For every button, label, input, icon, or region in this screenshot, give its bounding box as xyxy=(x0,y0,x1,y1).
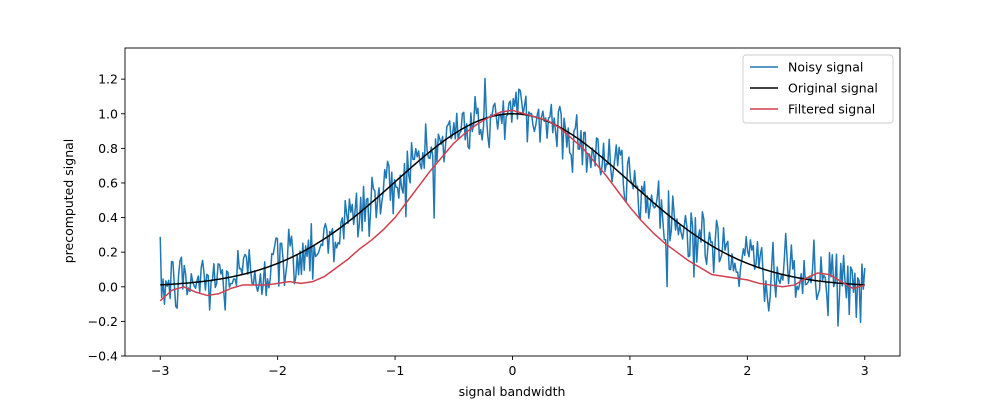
legend-label: Filtered signal xyxy=(788,102,875,117)
y-tick-label: 0.0 xyxy=(98,279,118,294)
filtered-signal-line xyxy=(159,109,865,302)
y-axis-label: precomputed signal xyxy=(61,139,76,264)
legend-box xyxy=(742,54,894,124)
y-axis-ticks: −0.4 −0.2 0.0 0.2 0.4 0.6 0.8 1.0 1.2 xyxy=(88,72,125,364)
y-tick-label: −0.4 xyxy=(88,349,118,364)
x-tick-label: 0 xyxy=(509,363,517,378)
x-tick-label: −3 xyxy=(151,363,169,378)
y-tick-label: 1.2 xyxy=(98,72,118,87)
legend-label: Noisy signal xyxy=(788,60,863,75)
legend-label: Original signal xyxy=(788,81,878,96)
y-tick-label: 0.2 xyxy=(98,245,118,260)
y-tick-label: 0.6 xyxy=(98,175,118,190)
plot-lines xyxy=(159,77,866,327)
x-axis-label: signal bandwidth xyxy=(459,384,566,399)
y-tick-label: 0.8 xyxy=(98,141,118,156)
y-tick-label: 0.4 xyxy=(98,210,118,225)
x-tick-label: −1 xyxy=(386,363,404,378)
original-signal-line xyxy=(160,113,865,286)
x-axis-ticks: −3 −2 −1 0 1 2 3 xyxy=(151,356,869,378)
y-tick-label: 1.0 xyxy=(98,106,118,121)
x-tick-label: −2 xyxy=(268,363,286,378)
x-tick-label: 3 xyxy=(861,363,869,378)
x-tick-label: 1 xyxy=(626,363,634,378)
legend: Noisy signal Original signal Filtered sign… xyxy=(742,54,894,124)
y-tick-label: −0.2 xyxy=(88,314,118,329)
x-tick-label: 2 xyxy=(743,363,751,378)
